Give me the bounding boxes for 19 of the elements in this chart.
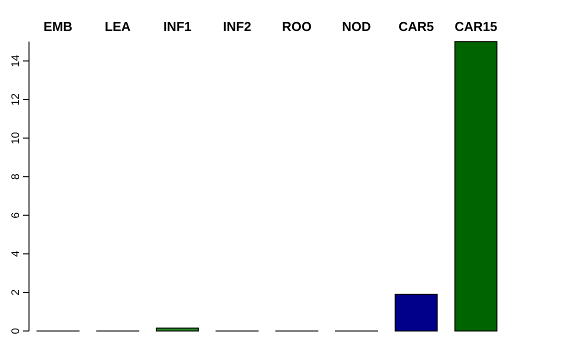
y-tick-label: 10 <box>10 132 22 144</box>
bar <box>454 41 498 332</box>
y-tick-label: 12 <box>10 93 22 106</box>
bar <box>394 294 438 332</box>
bar <box>156 328 199 332</box>
y-tick-label: 14 <box>10 54 22 68</box>
x-tick-label: CAR5 <box>398 19 434 34</box>
x-tick-label: EMB <box>44 19 72 34</box>
x-tick-label: LEA <box>104 19 132 34</box>
x-tick-label: CAR15 <box>454 19 498 34</box>
x-tick-label: INF2 <box>223 19 252 34</box>
x-tick-label: NOD <box>342 19 371 34</box>
y-tick-label: 8 <box>10 174 22 180</box>
x-tick-label: INF1 <box>163 19 192 34</box>
y-tick-label: 2 <box>10 289 22 296</box>
x-tick-label: ROO <box>282 19 312 34</box>
y-tick-label: 0 <box>10 328 22 334</box>
y-tick-label: 4 <box>10 250 22 257</box>
y-tick-label: 6 <box>10 212 22 218</box>
